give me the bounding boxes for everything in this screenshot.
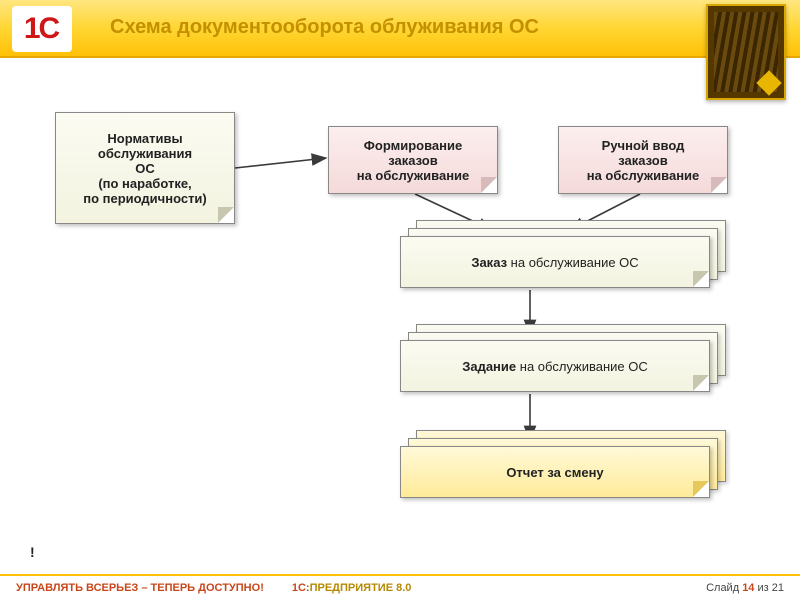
- arrows-layer: [0, 0, 800, 600]
- slide-title: Схема документооборота облуживания ОС: [110, 16, 539, 39]
- node-manual: Ручной вводзаказовна обслуживание: [558, 126, 728, 194]
- node-normatives: НормативыобслуживанияОС(по наработке,по …: [55, 112, 235, 224]
- decorative-photo: [706, 4, 786, 100]
- node-report: Отчет за смену: [400, 446, 710, 498]
- footer-slogan: УПРАВЛЯТЬ ВСЕРЬЕЗ – ТЕПЕРЬ ДОСТУПНО!: [16, 582, 264, 594]
- node-task: Задание на обслуживание ОС: [400, 340, 710, 392]
- node-formation: Формированиезаказовна обслуживание: [328, 126, 498, 194]
- node-order: Заказ на обслуживание ОС: [400, 236, 710, 288]
- footer: УПРАВЛЯТЬ ВСЕРЬЕЗ – ТЕПЕРЬ ДОСТУПНО! 1С:…: [0, 574, 800, 600]
- footer-slide-counter: Слайд 14 из 21: [706, 582, 784, 594]
- exclaim-mark: !: [30, 544, 35, 560]
- logo-1c: 1C: [12, 6, 72, 52]
- footer-product: 1С:ПРЕДПРИЯТИЕ 8.0: [292, 582, 412, 594]
